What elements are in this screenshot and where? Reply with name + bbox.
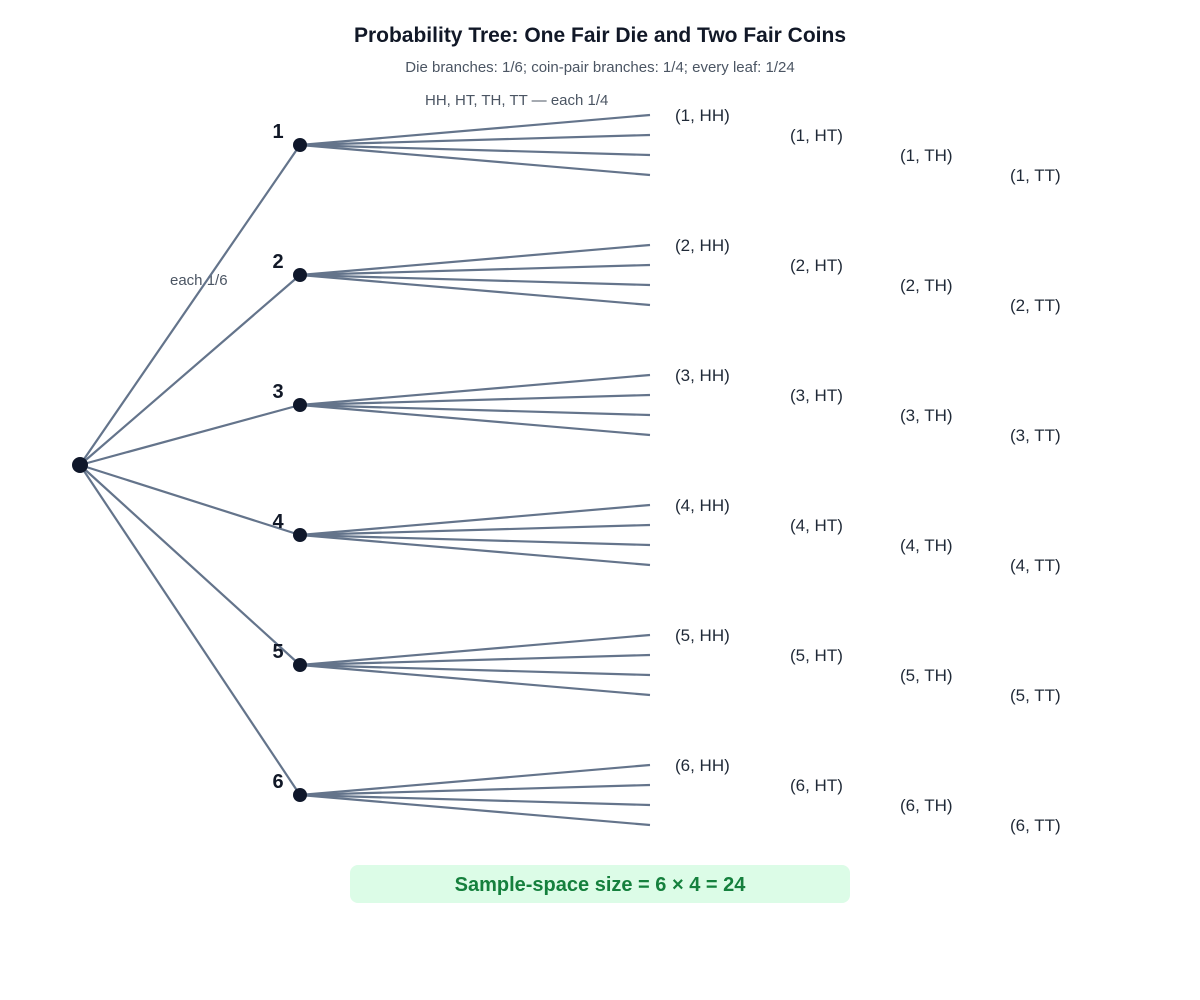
- leaf-label: (6, TT): [1010, 816, 1061, 835]
- coin-branch-3-4: [299, 403, 651, 437]
- die-outcome-label: 3: [272, 381, 283, 403]
- coin-branch-6-2: [299, 783, 651, 797]
- leaf-label: (4, TT): [1010, 556, 1061, 575]
- die-node-4: [293, 528, 307, 542]
- leaf-label: (4, HT): [790, 516, 843, 535]
- coin-branch-2-3: [299, 273, 651, 287]
- leaf-label: (5, TT): [1010, 686, 1061, 705]
- die-outcome-label: 4: [272, 511, 284, 533]
- leaf-label: (2, HT): [790, 256, 843, 275]
- die-branch-5: [79, 464, 301, 666]
- die-branch-6: [79, 464, 301, 796]
- die-node-2: [293, 268, 307, 282]
- die-branch-2: [79, 274, 301, 466]
- coin-branch-1-1: [299, 113, 651, 147]
- leaf-label: (2, TH): [900, 276, 953, 295]
- coin-branch-3-2: [299, 393, 651, 407]
- root-node: [72, 457, 88, 473]
- coin-branch-1-3: [299, 143, 651, 157]
- coin-branch-2-2: [299, 263, 651, 277]
- leaf-label: (6, HH): [675, 756, 730, 775]
- leaf-label: (3, HH): [675, 366, 730, 385]
- coin-branch-5-1: [299, 633, 651, 667]
- leaf-label: (5, HH): [675, 626, 730, 645]
- die-node-1: [293, 138, 307, 152]
- leaf-label: (4, TH): [900, 536, 953, 555]
- coin-branch-5-2: [299, 653, 651, 667]
- coin-branch-4-3: [299, 533, 651, 547]
- die-outcome-label: 1: [272, 121, 283, 143]
- leaf-label: (2, HH): [675, 236, 730, 255]
- die-outcome-label: 2: [272, 251, 283, 273]
- die-branch-3: [79, 403, 301, 467]
- die-branch-4: [79, 463, 301, 537]
- leaf-label: (3, TT): [1010, 426, 1061, 445]
- coin-branch-1-2: [299, 133, 651, 147]
- coin-branch-4-1: [299, 503, 651, 537]
- coin-branch-5-4: [299, 663, 651, 697]
- diagram-subtitle: Die branches: 1/6; coin-pair branches: 1…: [405, 59, 794, 76]
- die-outcome-label: 6: [272, 771, 283, 793]
- coin-branch-1-4: [299, 143, 651, 177]
- coin-branch-6-4: [299, 793, 651, 827]
- leaf-label: (3, HT): [790, 386, 843, 405]
- leaf-label: (1, HT): [790, 126, 843, 145]
- summary-box: [350, 865, 850, 903]
- die-node-3: [293, 398, 307, 412]
- coin-branch-3-1: [299, 373, 651, 407]
- die-node-6: [293, 788, 307, 802]
- coin-branch-4-2: [299, 523, 651, 537]
- leaf-label: (4, HH): [675, 496, 730, 515]
- coin-branch-6-1: [299, 763, 651, 797]
- coin-branch-5-3: [299, 663, 651, 677]
- die-outcome-label: 5: [272, 641, 283, 663]
- leaf-label: (6, HT): [790, 776, 843, 795]
- sample-space-summary: Sample-space size = 6 × 4 = 24: [455, 874, 747, 896]
- diagram-title: Probability Tree: One Fair Die and Two F…: [354, 24, 846, 47]
- leaf-label: (6, TH): [900, 796, 953, 815]
- die-branch-annotation: each 1/6: [170, 272, 228, 289]
- leaf-label: (2, TT): [1010, 296, 1061, 315]
- leaf-label: (1, HH): [675, 106, 730, 125]
- leaf-label: (1, TT): [1010, 166, 1061, 185]
- coin-branch-annotation: HH, HT, TH, TT — each 1/4: [425, 92, 608, 109]
- coin-branch-2-4: [299, 273, 651, 307]
- coin-branch-2-1: [299, 243, 651, 277]
- leaf-label: (1, TH): [900, 146, 953, 165]
- nodes-layer: [72, 138, 307, 802]
- leaf-label: (5, TH): [900, 666, 953, 685]
- labels-layer: (1, HH) (1, HT) (1, TH) (1, TT) 1 (2, HH) (2, …: [272, 106, 1060, 835]
- branches-layer: [79, 113, 651, 827]
- die-branch-1: [79, 144, 301, 466]
- leaf-label: (5, HT): [790, 646, 843, 665]
- die-node-5: [293, 658, 307, 672]
- leaf-label: (3, TH): [900, 406, 953, 425]
- coin-branch-3-3: [299, 403, 651, 417]
- coin-branch-6-3: [299, 793, 651, 807]
- coin-branch-4-4: [299, 533, 651, 567]
